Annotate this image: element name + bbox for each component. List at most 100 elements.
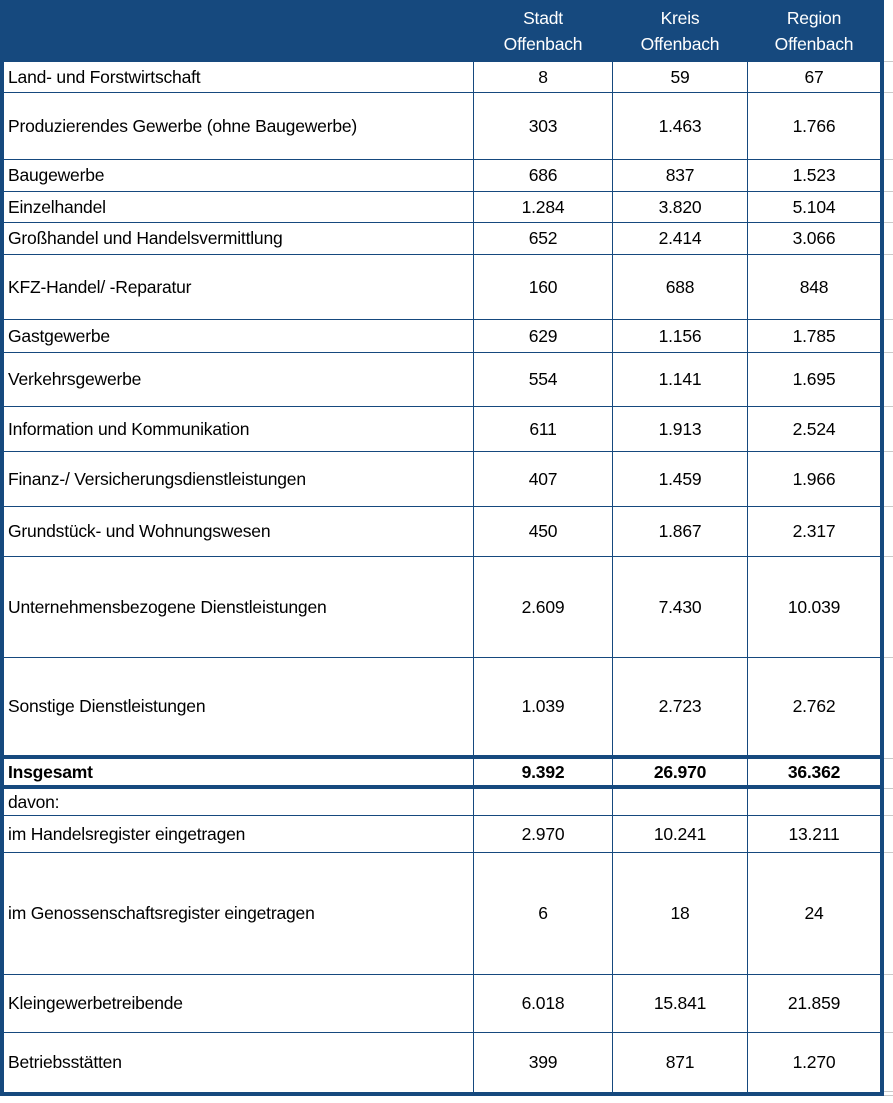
cell-region: 1.523 bbox=[747, 160, 880, 191]
gutter-gridline bbox=[884, 1091, 893, 1092]
table-row: Finanz-/ Versicherungsdienstleistungen 40… bbox=[4, 452, 880, 507]
cell-kreis: 837 bbox=[612, 160, 747, 191]
cell-kreis: 1.459 bbox=[612, 452, 747, 506]
cell-stadt: 399 bbox=[473, 1033, 612, 1092]
cell-kreis: 871 bbox=[612, 1033, 747, 1092]
cell-stadt: 554 bbox=[473, 353, 612, 406]
cell-kreis: 26.970 bbox=[612, 759, 747, 785]
cell-region: 13.211 bbox=[747, 816, 880, 852]
row-label: Insgesamt bbox=[8, 761, 93, 782]
table-row: Einzelhandel 1.284 3.820 5.104 bbox=[4, 192, 880, 223]
cell-region bbox=[747, 789, 880, 815]
gutter-gridline bbox=[884, 92, 893, 93]
gutter-gridline bbox=[884, 191, 893, 192]
table-row: Information und Kommunikation 611 1.913 2.5… bbox=[4, 407, 880, 452]
header-col-kreis-line1: Kreis bbox=[660, 8, 700, 28]
row-label: Grundstück- und Wohnungswesen bbox=[8, 521, 271, 541]
gutter-gridline bbox=[884, 758, 893, 759]
row-label: Produzierendes Gewerbe (ohne Baugewerbe) bbox=[8, 115, 358, 136]
gutter-gridline bbox=[884, 815, 893, 816]
cell-region: 1.766 bbox=[747, 93, 880, 159]
table-row: davon: bbox=[4, 789, 880, 816]
header-col-kreis: Kreis Offenbach bbox=[612, 0, 747, 62]
cell-stadt: 652 bbox=[473, 223, 612, 254]
cell-kreis: 1.867 bbox=[612, 507, 747, 556]
cell-stadt bbox=[473, 789, 612, 815]
cell-region: 10.039 bbox=[747, 557, 880, 657]
cell-stadt: 6 bbox=[473, 853, 612, 974]
cell-stadt: 1.284 bbox=[473, 192, 612, 222]
cell-kreis: 1.156 bbox=[612, 320, 747, 352]
table-row: KFZ-Handel/ -Reparatur 160 688 848 bbox=[4, 255, 880, 320]
header-col-kreis-line2: Offenbach bbox=[640, 34, 720, 54]
gutter-gridline bbox=[884, 254, 893, 255]
cell-stadt: 1.039 bbox=[473, 658, 612, 755]
gutter-gridline bbox=[884, 657, 893, 658]
cell-region: 3.066 bbox=[747, 223, 880, 254]
gutter-gridline bbox=[884, 61, 893, 62]
row-label: im Handelsregister eingetragen bbox=[8, 823, 246, 844]
row-label: Unternehmensbezogene Dienstleistungen bbox=[8, 596, 327, 617]
row-label: Finanz-/ Versicherungsdienstleistungen bbox=[8, 468, 306, 489]
cell-region: 1.966 bbox=[747, 452, 880, 506]
cell-kreis: 1.141 bbox=[612, 353, 747, 406]
cell-kreis: 3.820 bbox=[612, 192, 747, 222]
row-label: Kleingewerbetreibende bbox=[8, 993, 183, 1013]
gutter-gridline bbox=[884, 319, 893, 320]
cell-stadt: 303 bbox=[473, 93, 612, 159]
table-body: Land- und Forstwirtschaft 8 59 67 Produziere… bbox=[4, 62, 880, 1092]
cell-region: 1.695 bbox=[747, 353, 880, 406]
row-label: Einzelhandel bbox=[8, 196, 106, 217]
header-label-cell bbox=[4, 0, 473, 62]
table-row: Produzierendes Gewerbe (ohne Baugewerbe)… bbox=[4, 93, 880, 160]
cell-kreis: 688 bbox=[612, 255, 747, 319]
cell-stadt: 2.609 bbox=[473, 557, 612, 657]
row-label: davon: bbox=[8, 791, 60, 812]
gutter-gridline bbox=[884, 852, 893, 853]
gutter-gridline bbox=[884, 222, 893, 223]
table-row: Baugewerbe 686 837 1.523 bbox=[4, 160, 880, 192]
cell-kreis: 1.463 bbox=[612, 93, 747, 159]
table-row: im Handelsregister eingetragen 2.970 10.24… bbox=[4, 816, 880, 853]
table-row: im Genossenschaftsregister eingetragen 6 1… bbox=[4, 853, 880, 975]
table-row: Unternehmensbezogene Dienstleistungen 2.6… bbox=[4, 557, 880, 658]
row-label: KFZ-Handel/ -Reparatur bbox=[8, 276, 192, 297]
table-row: Großhandel und Handelsvermittlung 652 2.41… bbox=[4, 223, 880, 255]
right-gutter bbox=[884, 0, 893, 1103]
cell-region: 5.104 bbox=[747, 192, 880, 222]
table-row: Insgesamt 9.392 26.970 36.362 bbox=[4, 759, 880, 789]
gutter-gridline bbox=[884, 1032, 893, 1033]
gutter-gridline bbox=[884, 451, 893, 452]
cell-region: 2.524 bbox=[747, 407, 880, 451]
header-col-region-line1: Region bbox=[786, 8, 842, 28]
cell-stadt: 6.018 bbox=[473, 975, 612, 1032]
cell-region: 2.317 bbox=[747, 507, 880, 556]
cell-kreis: 2.414 bbox=[612, 223, 747, 254]
cell-region: 67 bbox=[747, 62, 880, 92]
row-label: Sonstige Dienstleistungen bbox=[8, 696, 206, 716]
cell-kreis: 59 bbox=[612, 62, 747, 92]
cell-stadt: 2.970 bbox=[473, 816, 612, 852]
gutter-gridline bbox=[884, 159, 893, 160]
table-row: Land- und Forstwirtschaft 8 59 67 bbox=[4, 62, 880, 93]
gutter-gridline bbox=[884, 406, 893, 407]
row-label: Information und Kommunikation bbox=[8, 418, 250, 439]
cell-stadt: 160 bbox=[473, 255, 612, 319]
table-header-row: Stadt Offenbach Kreis Offenbach Region O… bbox=[4, 0, 880, 62]
cell-stadt: 611 bbox=[473, 407, 612, 451]
cell-kreis: 1.913 bbox=[612, 407, 747, 451]
gutter-gridline bbox=[884, 1095, 893, 1096]
cell-kreis: 2.723 bbox=[612, 658, 747, 755]
table-row: Grundstück- und Wohnungswesen 450 1.867 2.3… bbox=[4, 507, 880, 557]
gutter-gridline bbox=[884, 974, 893, 975]
cell-stadt: 407 bbox=[473, 452, 612, 506]
cell-region: 848 bbox=[747, 255, 880, 319]
cell-stadt: 450 bbox=[473, 507, 612, 556]
cell-kreis bbox=[612, 789, 747, 815]
row-label: Verkehrsgewerbe bbox=[8, 369, 142, 389]
header-col-region-line2: Offenbach bbox=[774, 34, 854, 54]
cell-stadt: 8 bbox=[473, 62, 612, 92]
cell-region: 1.270 bbox=[747, 1033, 880, 1092]
